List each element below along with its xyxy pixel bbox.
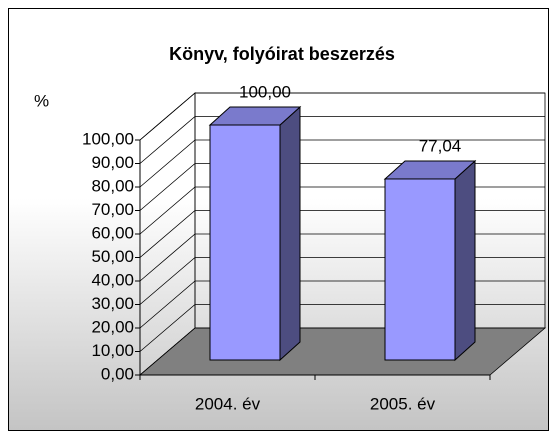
bar	[209, 124, 281, 361]
bar	[384, 178, 456, 361]
chart-title: Könyv, folyóirat beszerzés	[169, 44, 395, 64]
grid-line	[139, 139, 545, 188]
bar-side	[279, 105, 301, 362]
value-label: 100,00	[239, 82, 291, 101]
y-tick-label: 20,00	[91, 317, 134, 336]
grid-line	[139, 92, 545, 141]
x-tick-label: 2004. év	[195, 394, 261, 413]
y-axis-label: %	[34, 91, 49, 110]
grid-line	[139, 116, 545, 164]
x-tick-label: 2005. év	[370, 394, 436, 413]
bar-side	[454, 159, 476, 362]
y-tick-label: 50,00	[91, 247, 134, 266]
y-tick-label: 10,00	[91, 341, 134, 360]
y-tick-label: 100,00	[82, 129, 134, 148]
y-tick-label: 60,00	[91, 223, 134, 242]
y-tick-label: 30,00	[91, 294, 134, 313]
y-tick-label: 90,00	[91, 153, 134, 172]
y-tick-label: 70,00	[91, 200, 134, 219]
value-label: 77,04	[419, 136, 462, 155]
floor	[138, 327, 547, 376]
y-tick-label: 80,00	[91, 176, 134, 195]
y-tick-label: 0,00	[101, 364, 134, 383]
y-tick-label: 40,00	[91, 270, 134, 289]
